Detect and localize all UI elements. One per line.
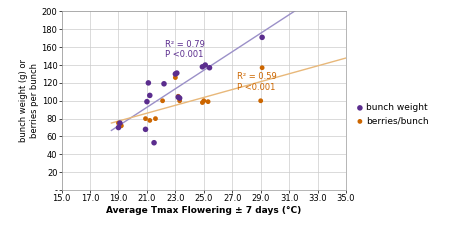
bunch weight: [176, 96, 183, 100]
berries/bunch: [142, 117, 149, 120]
X-axis label: Average Tmax Flowering ± 7 days (°C): Average Tmax Flowering ± 7 days (°C): [106, 206, 301, 215]
berries/bunch: [159, 99, 166, 103]
bunch weight: [116, 121, 124, 125]
bunch weight: [160, 82, 168, 86]
berries/bunch: [152, 117, 159, 120]
bunch weight: [145, 81, 152, 85]
berries/bunch: [199, 101, 206, 104]
bunch weight: [115, 126, 122, 129]
berries/bunch: [115, 121, 122, 125]
Text: R² = 0.79
P <0.001: R² = 0.79 P <0.001: [165, 40, 205, 60]
berries/bunch: [118, 124, 125, 128]
Text: R² = 0.59
P <0.001: R² = 0.59 P <0.001: [237, 72, 276, 92]
bunch weight: [199, 65, 206, 69]
berries/bunch: [258, 66, 266, 70]
berries/bunch: [257, 99, 264, 103]
bunch weight: [174, 95, 182, 99]
bunch weight: [146, 94, 154, 97]
berries/bunch: [172, 76, 179, 79]
bunch weight: [258, 35, 266, 39]
bunch weight: [172, 72, 179, 76]
bunch weight: [206, 66, 213, 70]
Y-axis label: bunch weight (g) or
berries per bunch: bunch weight (g) or berries per bunch: [19, 59, 39, 142]
berries/bunch: [204, 100, 212, 104]
berries/bunch: [146, 119, 154, 122]
bunch weight: [143, 100, 151, 104]
bunch weight: [142, 128, 149, 131]
bunch weight: [173, 71, 181, 75]
Legend: bunch weight, berries/bunch: bunch weight, berries/bunch: [358, 103, 428, 126]
bunch weight: [201, 63, 209, 67]
berries/bunch: [176, 99, 183, 103]
berries/bunch: [174, 94, 182, 98]
bunch weight: [150, 141, 158, 144]
berries/bunch: [200, 99, 208, 103]
